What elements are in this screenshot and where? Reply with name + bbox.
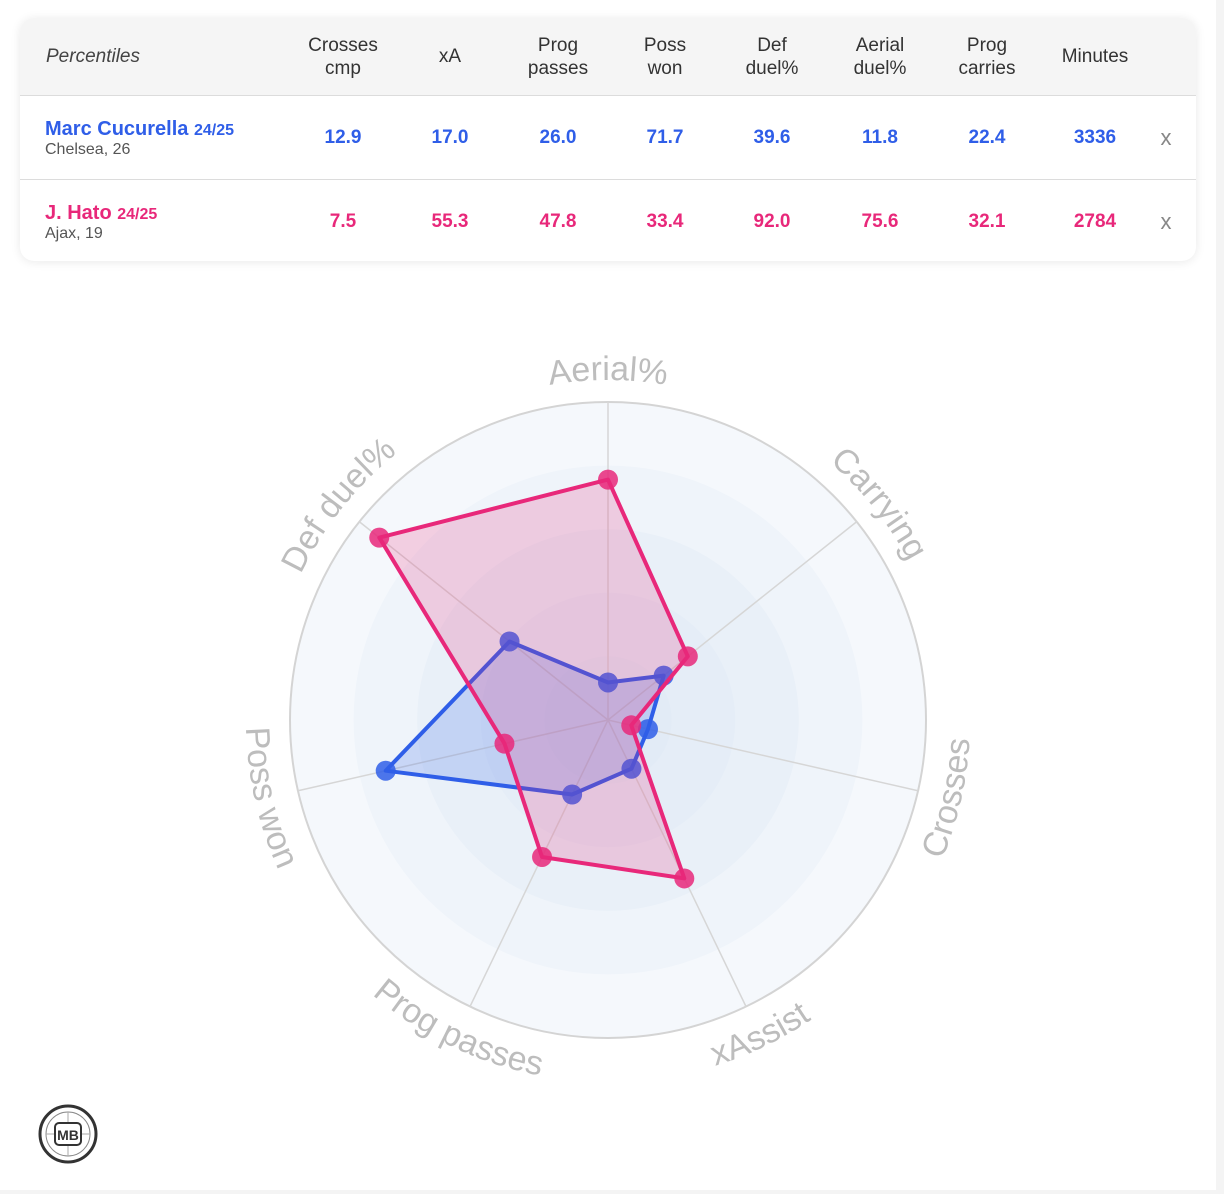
radar-spoke [358, 521, 609, 721]
data-point [621, 758, 642, 779]
header-poss-won: Poss won [643, 34, 687, 79]
value-prog-carries: 22.4 [968, 126, 1006, 148]
header-def-duel: Def duel% [745, 34, 799, 79]
value-def-duel: 92.0 [753, 210, 791, 232]
table-header: Percentiles Crosses cmp xA Prog passes P… [20, 18, 1196, 96]
data-point [598, 469, 618, 490]
data-point [375, 760, 396, 781]
data-point [494, 733, 515, 754]
player-season: 24/25 [117, 206, 158, 223]
value-prog-passes: 26.0 [539, 126, 577, 148]
radar-spoke [297, 719, 609, 792]
data-point [598, 672, 618, 693]
value-crosses-cmp: 7.5 [329, 210, 357, 232]
radar-spoke [607, 521, 858, 721]
axis-label-text: Aerial% [545, 350, 670, 393]
value-poss-won: 33.4 [646, 210, 684, 232]
remove-player-button[interactable]: x [1160, 208, 1172, 234]
value-crosses-cmp: 12.9 [324, 126, 362, 148]
data-point [637, 719, 658, 740]
header-prog-passes: Prog passes [527, 34, 589, 79]
radar-spoke [607, 719, 919, 792]
header-percentiles: Percentiles [46, 46, 140, 67]
data-point [499, 631, 520, 652]
player-name-text: Marc Cucurella [45, 118, 189, 140]
player-season: 24/25 [193, 122, 234, 139]
player-name[interactable]: J. Hato 24/25 [45, 202, 157, 225]
data-point [562, 784, 583, 805]
axis-label: Aerial% [545, 350, 670, 393]
header-minutes: Minutes [1061, 46, 1129, 67]
player-club: Ajax, 19 [45, 225, 103, 242]
data-point [674, 868, 695, 889]
value-minutes: 3336 [1073, 126, 1117, 148]
value-def-duel: 39.6 [753, 126, 791, 148]
value-prog-passes: 47.8 [539, 210, 577, 232]
data-point [621, 715, 642, 736]
mb-logo: MB [38, 1104, 98, 1164]
series-area [377, 477, 690, 881]
header-crosses-cmp: Crosses cmp [308, 34, 378, 79]
table-row: Marc Cucurella 24/25 Chelsea, 26 12.9 17… [20, 96, 1196, 180]
data-point [369, 527, 390, 548]
player-name[interactable]: Marc Cucurella 24/25 [45, 118, 234, 141]
remove-player-button[interactable]: x [1160, 124, 1172, 150]
player-name-text: J. Hato [45, 202, 112, 224]
value-xa: 55.3 [431, 210, 469, 232]
value-prog-carries: 32.1 [968, 210, 1006, 232]
value-minutes: 2784 [1073, 210, 1117, 232]
header-prog-carries: Prog carries [958, 34, 1016, 79]
comparison-table: Percentiles Crosses cmp xA Prog passes P… [20, 18, 1196, 261]
logo-text: MB [57, 1127, 79, 1143]
table-row: J. Hato 24/25 Ajax, 19 7.5 55.3 47.8 33.… [20, 180, 1196, 261]
header-aerial-duel: Aerial duel% [853, 34, 907, 79]
player-club: Chelsea, 26 [45, 141, 131, 158]
value-aerial-duel: 11.8 [862, 126, 898, 148]
data-point [532, 846, 553, 867]
header-xa: xA [438, 46, 462, 67]
value-xa: 17.0 [431, 126, 469, 148]
value-aerial-duel: 75.6 [861, 210, 899, 232]
value-poss-won: 71.7 [646, 126, 684, 148]
data-point [677, 646, 698, 667]
